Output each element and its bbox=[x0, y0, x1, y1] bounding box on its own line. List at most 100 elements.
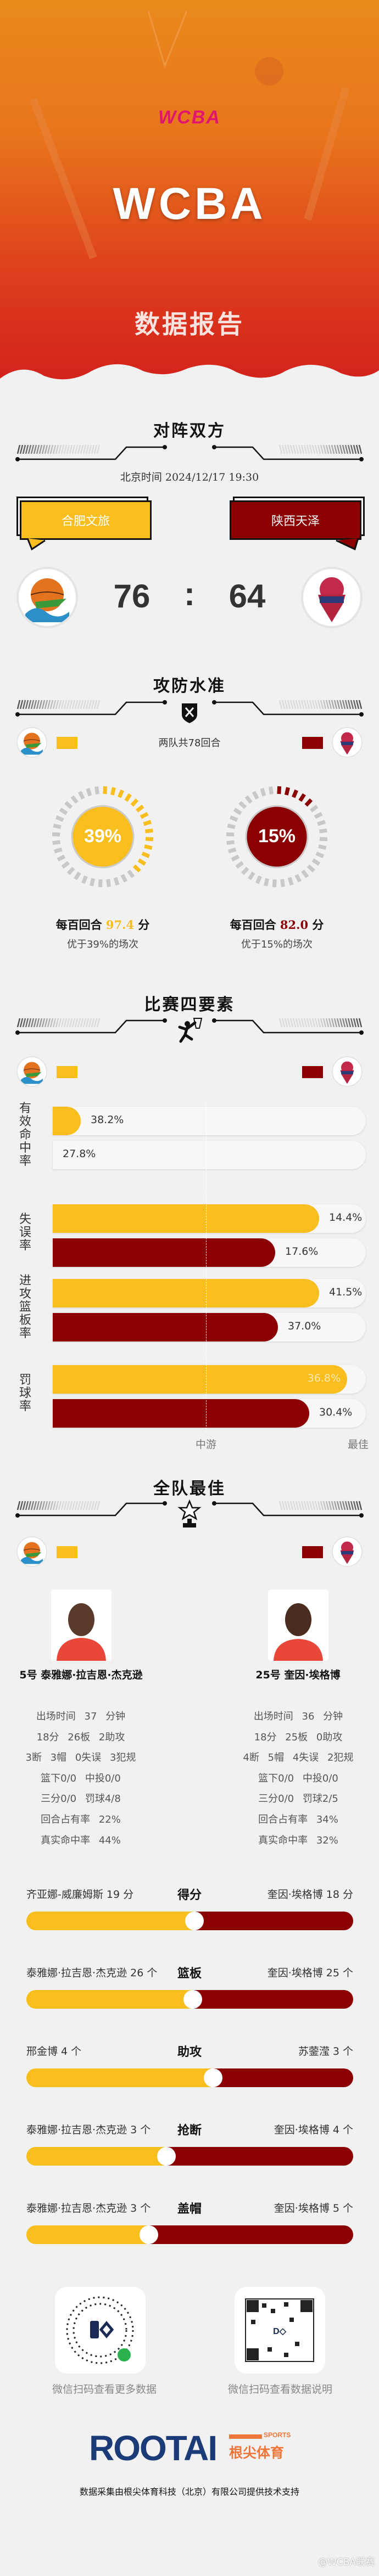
ring-segment bbox=[284, 787, 290, 796]
player-stat-line: 篮下0/0 中投0/0 bbox=[258, 1772, 338, 1784]
player-stat-line: 三分0/0 罚球4/8 bbox=[41, 1793, 121, 1805]
factor-fill bbox=[53, 1238, 275, 1267]
section-title-four-factors: 比赛四要素 bbox=[144, 995, 235, 1014]
ring-segment bbox=[106, 878, 111, 887]
ring-segment bbox=[304, 798, 313, 807]
away-percentile-text: 15% bbox=[258, 826, 296, 847]
home-factor-bar: 36.8% bbox=[53, 1365, 366, 1394]
ring-segment bbox=[318, 844, 327, 850]
mid-label: 中游 bbox=[195, 1439, 216, 1451]
home-team-logo-small bbox=[16, 1056, 47, 1087]
factor-value: 38.2% bbox=[91, 1114, 124, 1126]
qr-left-caption: 微信扫码查看更多数据 bbox=[52, 2383, 157, 2395]
factor-value: 14.4% bbox=[329, 1211, 363, 1224]
ring-segment bbox=[98, 879, 103, 888]
away-team-logo-small bbox=[332, 1056, 363, 1087]
away-player-photo bbox=[268, 1589, 328, 1661]
team-legend-row bbox=[0, 1536, 379, 1567]
away-color-chip bbox=[302, 1546, 323, 1558]
leader-comparison-bar bbox=[26, 1912, 353, 1930]
ring-segment bbox=[280, 878, 285, 887]
ring-segment bbox=[130, 798, 139, 807]
ring-segment bbox=[226, 840, 235, 845]
away-leader-text: 奎因·埃格博 18 分 bbox=[267, 1889, 353, 1901]
best-label: 最佳 bbox=[347, 1439, 369, 1451]
factor-fill bbox=[53, 1204, 319, 1233]
home-color-chip bbox=[57, 1066, 77, 1078]
ring-segment bbox=[292, 789, 298, 798]
away-team-logo bbox=[301, 567, 363, 628]
factor-label: 有效命中率 bbox=[19, 1102, 31, 1168]
ring-segment bbox=[144, 828, 153, 833]
home-better-text: 优于39%的场次 bbox=[66, 939, 138, 950]
leader-comparison-bar bbox=[26, 1990, 353, 2009]
ring-segment bbox=[314, 811, 323, 819]
section-title-offense-defense: 攻防水准 bbox=[153, 677, 226, 696]
ring-segment bbox=[272, 879, 277, 888]
credit-text: 数据采集由根尖体育科技（北京）有限公司提供技术支持 bbox=[79, 2487, 299, 2497]
shield-icon bbox=[182, 703, 197, 723]
away-share bbox=[166, 2147, 353, 2166]
ring-segment bbox=[124, 793, 132, 802]
away-share bbox=[149, 2225, 353, 2244]
wcba-logo: WCBA bbox=[158, 107, 221, 128]
away-color-chip bbox=[302, 1066, 323, 1078]
factor-fill bbox=[53, 1313, 278, 1341]
ring-segment bbox=[55, 815, 64, 822]
qr-code-mini-program[interactable] bbox=[55, 2287, 146, 2374]
ring-segment bbox=[118, 789, 124, 798]
player-stat-line: 18分 26板 2助攻 bbox=[36, 1731, 125, 1743]
divider-graphic bbox=[15, 1499, 364, 1527]
home-factor-bar: 14.4% bbox=[53, 1204, 366, 1233]
home-score: 76 bbox=[113, 578, 151, 615]
away-factor-bar: 30.4% bbox=[53, 1399, 366, 1428]
away-player-name: 25号 奎因·埃格博 bbox=[255, 1669, 341, 1681]
home-share bbox=[26, 2225, 149, 2244]
possessions-text: 两队共78回合 bbox=[158, 737, 221, 749]
divider-graphic bbox=[15, 700, 364, 723]
ring-segment bbox=[70, 795, 79, 804]
home-leader-text: 邢金博 4 个 bbox=[26, 2045, 82, 2058]
player-stat-line: 三分0/0 罚球2/5 bbox=[258, 1793, 338, 1805]
ring-segment bbox=[226, 832, 235, 837]
away-team-logo-small bbox=[332, 727, 363, 758]
player-stat-line: 出场时间 37 分钟 bbox=[36, 1711, 126, 1722]
ring-segment bbox=[228, 847, 237, 854]
qr-code-data-explanation[interactable]: D◇ bbox=[235, 2287, 325, 2374]
svg-text:D◇: D◇ bbox=[273, 2327, 287, 2336]
team-legend-row bbox=[0, 727, 379, 758]
ring-segment bbox=[52, 840, 61, 845]
away-share bbox=[193, 1990, 353, 2009]
section-divider bbox=[0, 1015, 379, 1053]
ring-segment bbox=[144, 844, 153, 850]
ring-segment bbox=[255, 875, 262, 884]
median-line bbox=[206, 1103, 207, 1432]
leader-comparison-bar bbox=[26, 2068, 353, 2087]
divider-graphic bbox=[15, 1018, 364, 1043]
factor-label: 失误率 bbox=[19, 1213, 31, 1253]
ring-segment bbox=[94, 786, 99, 795]
ring-segment bbox=[113, 877, 120, 886]
away-leader-text: 奎因·埃格博 5 个 bbox=[274, 2202, 353, 2214]
home-share bbox=[26, 1990, 193, 2009]
weibo-watermark: @WCBA联赛 bbox=[318, 2557, 375, 2568]
ring-segment bbox=[287, 877, 294, 886]
trophy-icon bbox=[177, 1499, 202, 1527]
ring-segment bbox=[294, 873, 302, 883]
ring-segment bbox=[235, 861, 244, 869]
home-team-name: 合肥文旅 bbox=[20, 500, 152, 540]
hero-subtitle: 数据报告 bbox=[135, 309, 244, 339]
section-title-matchup: 对阵双方 bbox=[153, 421, 226, 441]
ring-segment bbox=[143, 820, 152, 826]
ring-segment bbox=[298, 793, 306, 802]
split-marker bbox=[204, 2068, 222, 2087]
section-title-best-players: 全队最佳 bbox=[153, 1479, 226, 1498]
ring-segment bbox=[238, 801, 247, 809]
ring-segment bbox=[233, 808, 242, 815]
ring-segment bbox=[252, 791, 259, 800]
ring-segment bbox=[301, 870, 309, 878]
away-factor-bar: 17.6% bbox=[53, 1238, 366, 1267]
away-share bbox=[213, 2068, 353, 2087]
home-leader-text: 齐亚娜-威廉姆斯 19 分 bbox=[26, 1889, 134, 1901]
ring-segment bbox=[315, 852, 325, 858]
